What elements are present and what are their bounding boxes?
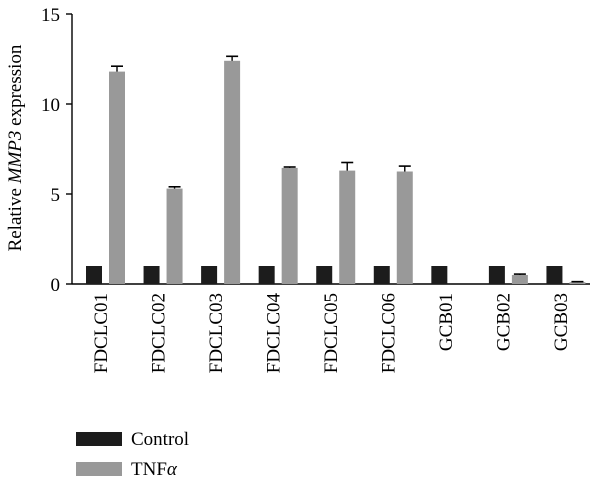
x-tick-label: GCB02 (494, 293, 515, 351)
x-tick-label: FDCLC05 (321, 293, 342, 373)
bar-control-gcb02 (488, 266, 505, 284)
y-axis-label-gene: MMP3 (5, 131, 26, 185)
bar-tnf-gcb02 (511, 275, 528, 284)
bar-tnf-gcb03 (569, 282, 586, 284)
bar-control-gcb03 (546, 266, 563, 284)
x-tick-label: FDCLC02 (148, 293, 169, 373)
y-axis-label-suffix: expression (5, 44, 26, 131)
legend-swatch-control (76, 432, 122, 446)
bar-control-fdclc06 (373, 266, 390, 284)
y-axis-label-prefix: Relative (5, 183, 26, 251)
svg-text:Relative MMP3 expression: Relative MMP3 expression (5, 44, 26, 251)
bar-tnf-fdclc06 (396, 171, 413, 284)
error-bars (111, 55, 584, 283)
legend-label-tnf-symbol: α (166, 458, 177, 480)
axes (71, 14, 590, 285)
bar-control-gcb01 (431, 266, 448, 284)
y-tick-label: 10 (41, 95, 60, 116)
y-axis-ticks: 0 5 10 15 (41, 5, 72, 296)
bar-tnf-fdclc03 (224, 60, 241, 284)
bar-tnf-fdclc01 (109, 71, 125, 284)
x-tick-label: GCB01 (436, 293, 457, 351)
legend-label-control: Control (131, 428, 190, 450)
bar-tnf-fdclc04 (281, 167, 298, 284)
bar-control-fdclc01 (86, 266, 102, 284)
legend-label-tnf: TNFα (131, 460, 177, 479)
bar-control-fdclc04 (258, 266, 275, 284)
bar-control-fdclc03 (201, 266, 218, 284)
bar-tnf-fdclc05 (339, 170, 356, 284)
bar-control-fdclc05 (316, 266, 333, 284)
x-tick-label: FDCLC06 (379, 293, 400, 373)
legend: Control TNFα (76, 424, 189, 484)
x-tick-label: FDCLC01 (91, 293, 112, 373)
legend-item-control: Control (76, 424, 189, 454)
bar-tnf-fdclc02 (166, 188, 183, 284)
x-tick-label: FDCLC04 (263, 293, 284, 374)
x-tick-label: GCB03 (551, 293, 572, 351)
y-tick-label: 5 (51, 185, 61, 206)
legend-item-tnf: TNFα (76, 454, 189, 484)
x-tick-label: FDCLC03 (206, 293, 227, 373)
bar-control-fdclc02 (143, 266, 160, 284)
y-axis-label: Relative MMP3 expression (5, 44, 26, 251)
x-axis-ticks: FDCLC01 FDCLC02 FDCLC03 FDCLC04 FDCLC05 FDCLC… (91, 293, 572, 374)
legend-label-tnf-text: TNF (131, 458, 167, 480)
y-tick-label: 0 (51, 275, 61, 296)
legend-swatch-tnf (76, 462, 122, 476)
y-tick-label: 15 (41, 5, 60, 26)
bars (86, 60, 586, 284)
